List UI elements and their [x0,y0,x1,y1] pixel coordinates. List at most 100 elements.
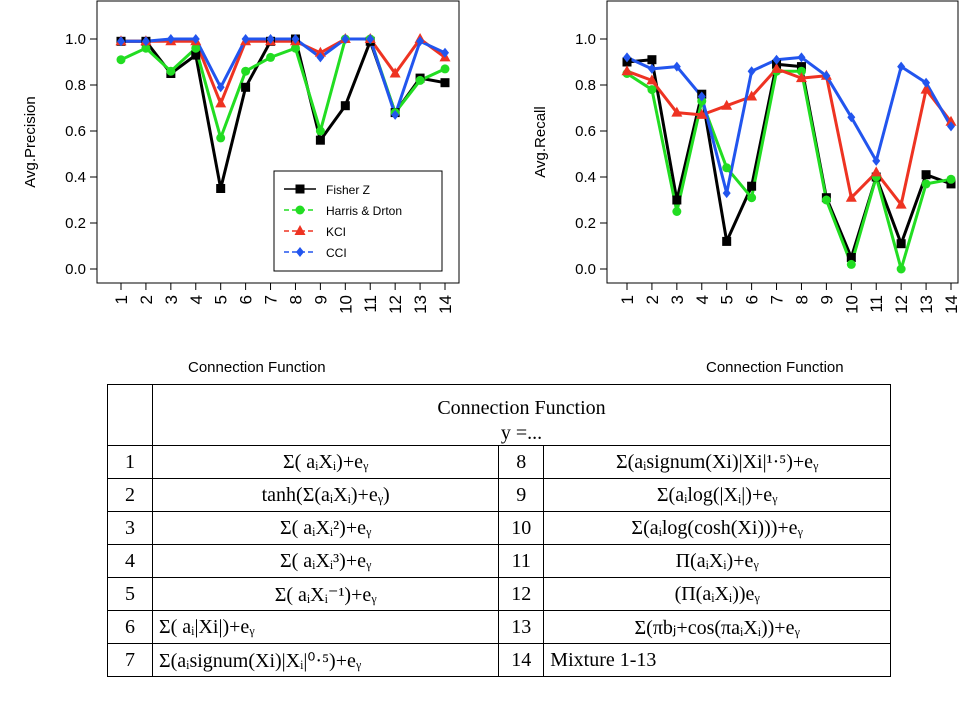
point-kci [945,115,957,126]
point-cci [747,66,756,77]
table-subheader-row: y =... [108,421,891,446]
table-row: 2 tanh(Σ(aᵢXᵢ)+eᵧ) 9 Σ(aᵢlog(|Xᵢ|)+eᵧ [107,478,891,512]
y-tick-label: 0.4 [65,169,86,186]
point-harris-drton [415,75,425,85]
function-cell: Σ(πbⱼ+cos(πaᵢXᵢ))+eᵧ [543,610,891,644]
legend-marker [295,184,305,194]
table-row: 1 Σ( aᵢXᵢ)+eᵧ 8 Σ(aᵢsignum(Xi)|Xi|¹·⁵)+eᵧ [107,445,891,479]
y-tick-label: 0.2 [65,215,86,232]
y-axis-label: Avg.Recall [532,106,549,177]
x-tick-label: 14 [942,295,961,314]
point-fisher-z [216,184,226,193]
series-line [626,69,952,271]
x-tick-label: 3 [162,295,181,304]
point-fisher-z [315,135,325,145]
point-kci [795,72,807,83]
point-harris-drton [821,195,831,205]
function-cell: Σ( aᵢXᵢ³)+eᵧ [151,544,500,578]
point-cci [897,61,906,72]
x-tick-label: 1 [112,295,131,304]
point-fisher-z [896,239,906,249]
point-cci [947,121,955,132]
function-cell: Σ( aᵢ|Xi|)+eᵧ [151,610,500,644]
point-harris-drton [846,259,856,269]
legend-marker [295,205,305,215]
x-tick-label: 10 [842,295,861,314]
y-tick-label: 1.0 [575,31,596,48]
series-line [121,37,446,105]
series-line [626,58,952,259]
point-kci [646,74,658,85]
x-tick-label: 9 [311,295,330,304]
point-kci [870,166,882,177]
point-cci [266,34,275,44]
y-tick-label: 0.8 [575,77,596,94]
y-tick-label: 1.0 [65,31,86,48]
point-fisher-z [440,78,450,88]
row-number-cell: 7 [107,643,153,677]
y-tick-label: 0.0 [65,261,86,278]
x-tick-label: 5 [718,295,737,304]
point-harris-drton [191,43,201,53]
connection-function-table: Connection Function y =... 1 Σ( aᵢXᵢ)+eᵧ 8… [107,384,891,677]
point-harris-drton [946,174,956,184]
legend-marker [296,247,304,257]
x-tick-label: 12 [892,295,911,314]
plot-frame [96,0,460,284]
point-kci [920,83,932,94]
y-tick-label: 0.4 [575,169,596,186]
table-row: 7 Σ(aᵢsignum(Xi)|Xᵢ|⁰·⁵)+eᵧ 14 Mixture 1-13 [107,643,891,677]
point-harris-drton [796,66,806,76]
table-row: 4 Σ( aᵢXᵢ³)+eᵧ 11 Π(aᵢXᵢ)+eᵧ [107,544,891,578]
point-kci [671,106,683,117]
point-harris-drton [722,163,732,173]
function-cell: (Π(aᵢXᵢ))eᵧ [543,577,891,611]
x-tick-label: 9 [817,295,836,304]
x-tick-label: 12 [386,295,405,314]
x-tick-label: 11 [361,295,380,313]
point-kci [389,67,401,78]
point-harris-drton [896,264,906,274]
table-title: Connection Function [152,384,891,421]
legend-label: KCI [326,225,346,239]
point-cci [847,112,856,123]
x-tick-label: 7 [262,295,281,304]
point-cci [241,34,250,44]
point-cci [117,36,125,47]
point-fisher-z [946,179,956,189]
row-number-cell: 5 [107,577,153,611]
row-number-cell: 13 [498,610,545,644]
left-xaxis-caption: Connection Function [188,359,326,376]
x-tick-label: 8 [792,295,811,304]
function-cell: Mixture 1-13 [543,643,891,677]
point-fisher-z [747,181,757,191]
point-kci [721,99,733,110]
point-cci [672,61,681,72]
x-tick-label: 4 [693,295,712,304]
point-fisher-z [647,55,657,65]
row-number-cell: 6 [107,610,153,644]
y-tick-label: 0.6 [575,123,596,140]
y-axis-label: Avg.Precision [22,96,39,187]
series-line [121,37,446,117]
point-fisher-z [191,50,201,60]
point-cci [316,52,325,63]
row-number-cell: 4 [107,544,153,578]
function-cell: Σ(aᵢlog(|Xᵢ|)+eᵧ [543,478,891,512]
point-harris-drton [315,126,325,136]
point-kci [696,108,708,119]
point-cci [291,34,300,44]
point-cci [166,34,175,44]
point-harris-drton [647,85,657,95]
point-cci [141,36,150,47]
point-harris-drton [672,207,682,216]
y-tick-label: 0.8 [65,77,86,94]
row-number-cell: 10 [498,511,545,545]
table-corner-cell [107,384,153,446]
point-kci [621,65,633,76]
function-cell: Σ(aᵢsignum(Xi)|Xi|¹·⁵)+eᵧ [543,445,891,479]
legend-label: Fisher Z [326,183,370,197]
point-harris-drton [216,133,226,143]
point-harris-drton [266,52,276,62]
